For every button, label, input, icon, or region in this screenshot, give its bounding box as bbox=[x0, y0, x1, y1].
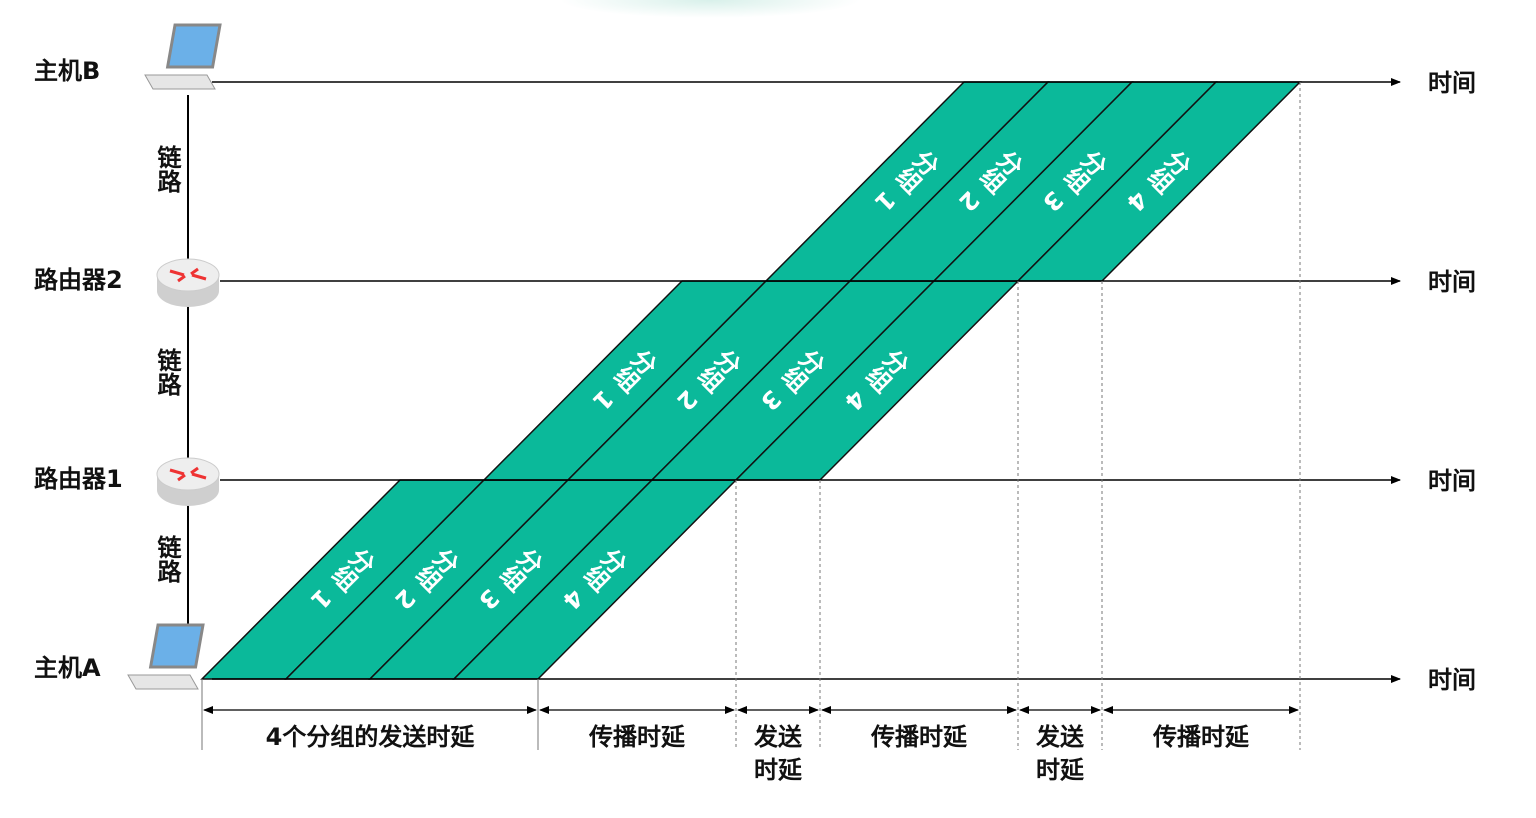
delay-label: 发送 bbox=[1035, 723, 1085, 751]
delay-label: 时延 bbox=[754, 756, 803, 784]
node-label: 路由器2 bbox=[34, 266, 123, 294]
link-label: 链路 bbox=[153, 534, 181, 583]
node-label: 主机B bbox=[34, 57, 100, 85]
icons bbox=[127, 23, 222, 690]
time-label: 时间 bbox=[1428, 268, 1476, 296]
glow bbox=[560, 0, 860, 18]
router-1 bbox=[156, 457, 220, 506]
delay-label: 传播时延 bbox=[588, 723, 686, 751]
time-label: 时间 bbox=[1428, 666, 1476, 694]
link-label: 链路 bbox=[153, 347, 181, 396]
delay-label: 传播时延 bbox=[870, 723, 968, 751]
delay-label: 发送 bbox=[753, 723, 803, 751]
time-label: 时间 bbox=[1428, 69, 1476, 97]
node-label: 主机A bbox=[34, 654, 101, 682]
delay-label: 时延 bbox=[1036, 756, 1085, 784]
laptop-b bbox=[144, 23, 222, 90]
delay-label: 4个分组的发送时延 bbox=[266, 723, 476, 751]
link-label: 链路 bbox=[153, 144, 181, 193]
delay-label: 传播时延 bbox=[1152, 723, 1250, 751]
laptop-a bbox=[127, 623, 205, 690]
node-label: 路由器1 bbox=[34, 465, 123, 493]
time-label: 时间 bbox=[1428, 467, 1476, 495]
router-2 bbox=[156, 258, 220, 307]
